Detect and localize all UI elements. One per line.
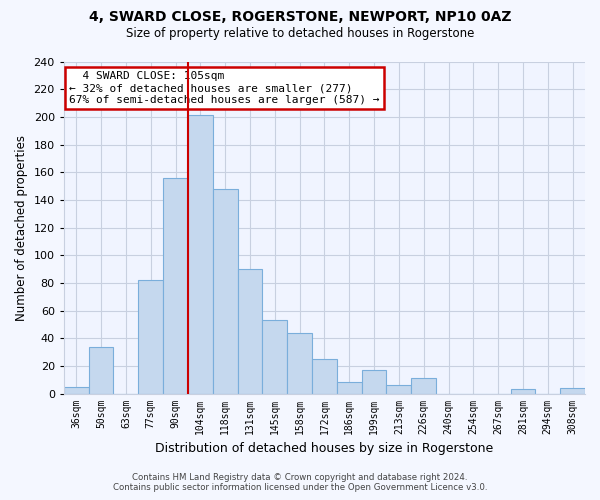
Y-axis label: Number of detached properties: Number of detached properties [15,134,28,320]
Bar [64,386,89,394]
Bar [287,332,312,394]
Bar [411,378,436,394]
X-axis label: Distribution of detached houses by size in Rogerstone: Distribution of detached houses by size … [155,442,494,455]
Bar [213,189,238,394]
Bar [238,269,262,394]
Bar [262,320,287,394]
Bar [89,346,113,394]
Bar [511,390,535,394]
Text: 4 SWARD CLOSE: 105sqm
← 32% of detached houses are smaller (277)
67% of semi-det: 4 SWARD CLOSE: 105sqm ← 32% of detached … [69,72,380,104]
Bar [188,116,213,394]
Text: Size of property relative to detached houses in Rogerstone: Size of property relative to detached ho… [126,28,474,40]
Bar [386,386,411,394]
Text: Contains HM Land Registry data © Crown copyright and database right 2024.
Contai: Contains HM Land Registry data © Crown c… [113,473,487,492]
Bar [138,280,163,394]
Bar [362,370,386,394]
Bar [337,382,362,394]
Bar [312,359,337,394]
Bar [163,178,188,394]
Text: 4, SWARD CLOSE, ROGERSTONE, NEWPORT, NP10 0AZ: 4, SWARD CLOSE, ROGERSTONE, NEWPORT, NP1… [89,10,511,24]
Bar [560,388,585,394]
